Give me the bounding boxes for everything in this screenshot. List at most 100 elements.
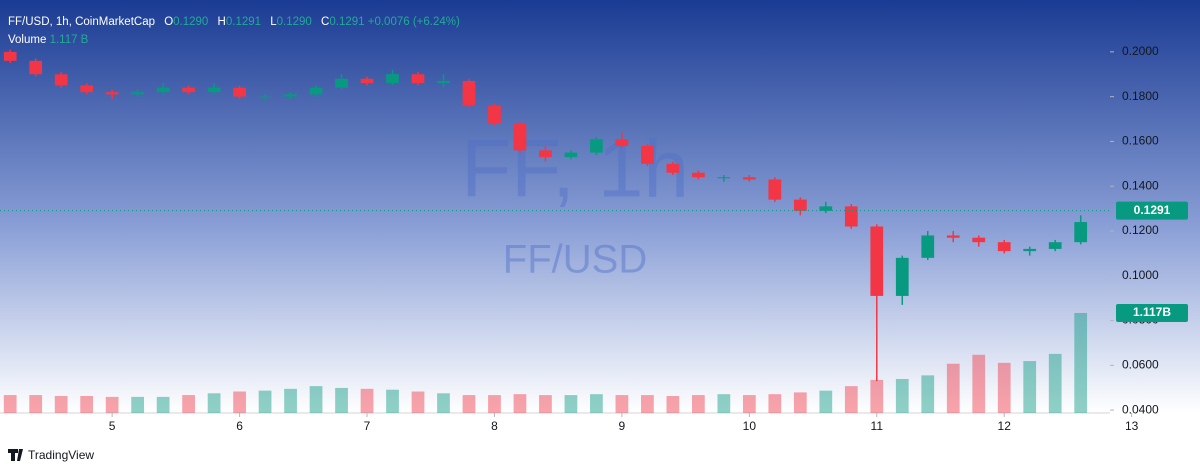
volume-bar [29,395,43,413]
candle-body [54,74,68,86]
volume-bar [360,388,374,413]
low: 0.1290 [276,16,312,28]
last-price-label: 0.1291 [1134,203,1171,217]
candle-body [895,257,909,296]
volume-bar [946,363,960,413]
candle-body [488,105,501,124]
candle-body [1023,248,1037,252]
candle-body [309,87,323,95]
candle-body [207,87,221,93]
candle-body [1074,222,1088,243]
candle-body [615,139,629,146]
low-label: L [270,16,277,28]
high-label: H [217,16,226,28]
volume-bar [768,394,782,413]
x-tick-label: 13 [1125,419,1139,433]
volume-bar [539,395,552,413]
y-tick-label: 0.1400 [1122,178,1159,192]
volume-bar [895,378,909,413]
candle-body [641,145,654,164]
candle-body [360,78,374,84]
candle-body [742,177,756,180]
volume-bar [54,395,68,413]
volume-bar [1048,353,1062,413]
candle-body [717,177,731,179]
volume-bar [1074,312,1088,413]
x-tick-label: 5 [109,419,116,433]
y-tick-label: 0.2000 [1122,44,1159,58]
candle-body [182,87,195,93]
volume-bar [233,391,246,413]
x-tick-label: 11 [871,419,884,433]
candle-body [80,85,94,93]
volume-bar [207,393,221,413]
volume-bar [666,395,680,413]
last-volume-label: 1.117B [1133,305,1171,319]
candle-body [411,74,425,84]
volume-bar [80,395,94,413]
candle-body [3,51,17,61]
candle-body [590,139,603,153]
volume-bar [844,386,858,413]
candle-body [284,94,297,97]
x-tick-label: 7 [364,419,371,433]
volume-bar [131,396,145,413]
volume-bar [156,396,170,413]
volume-bar [488,395,501,413]
candle-body [870,226,884,296]
x-tick-label: 6 [236,419,243,433]
volume-bar [309,386,323,413]
candle-body [462,80,476,106]
x-tick-label: 12 [998,419,1012,433]
open: 0.1290 [173,16,209,28]
candle-body [844,206,858,227]
symbol: FF/USD, 1h, CoinMarketCap [8,16,155,28]
volume-bar [590,394,603,413]
volume-label: Volume [8,34,47,46]
y-tick-label: 0.1200 [1122,223,1159,237]
y-tick-label: 0.1000 [1122,268,1159,282]
volume-bar [3,395,17,413]
candle-body [233,87,246,97]
candle-body [437,80,450,84]
volume-bar [258,390,272,413]
candle-body [1048,242,1062,249]
high: 0.1291 [225,16,262,28]
close: 0.1291 [329,16,365,28]
candle-body [997,242,1011,252]
candle-body [258,96,272,98]
volume-bar [284,388,297,413]
volume-bar [386,389,399,413]
volume-bar [564,395,578,413]
candle-body [29,60,43,75]
candle-body [921,235,935,258]
volume-bar [742,395,756,413]
volume-bar [997,362,1011,413]
open-label: O [164,16,174,28]
volume-bar [615,395,629,413]
candle-body [972,237,986,243]
tv-logo [8,449,23,461]
volume-bar [335,387,348,413]
volume-bar [641,395,654,413]
watermark-sub: FF/USD [503,238,647,282]
candle-body [105,92,119,95]
volume-bar [411,391,425,413]
volume-bar [870,379,884,413]
volume-bar [182,395,195,413]
candle-body [386,74,399,84]
volume-bar [793,392,807,413]
volume-bar [691,395,705,413]
candle-body [131,92,145,95]
y-tick-label: 0.1600 [1122,134,1159,148]
volume-bar [513,394,527,413]
background [0,0,1200,413]
y-tick-label: 0.0400 [1122,402,1159,416]
change: +0.0076 (+6.24%) [367,16,460,28]
candle-body [946,235,960,238]
y-tick-label: 0.1800 [1122,89,1159,103]
watermark: FF, 1h [461,124,689,215]
x-tick-label: 8 [491,419,498,433]
